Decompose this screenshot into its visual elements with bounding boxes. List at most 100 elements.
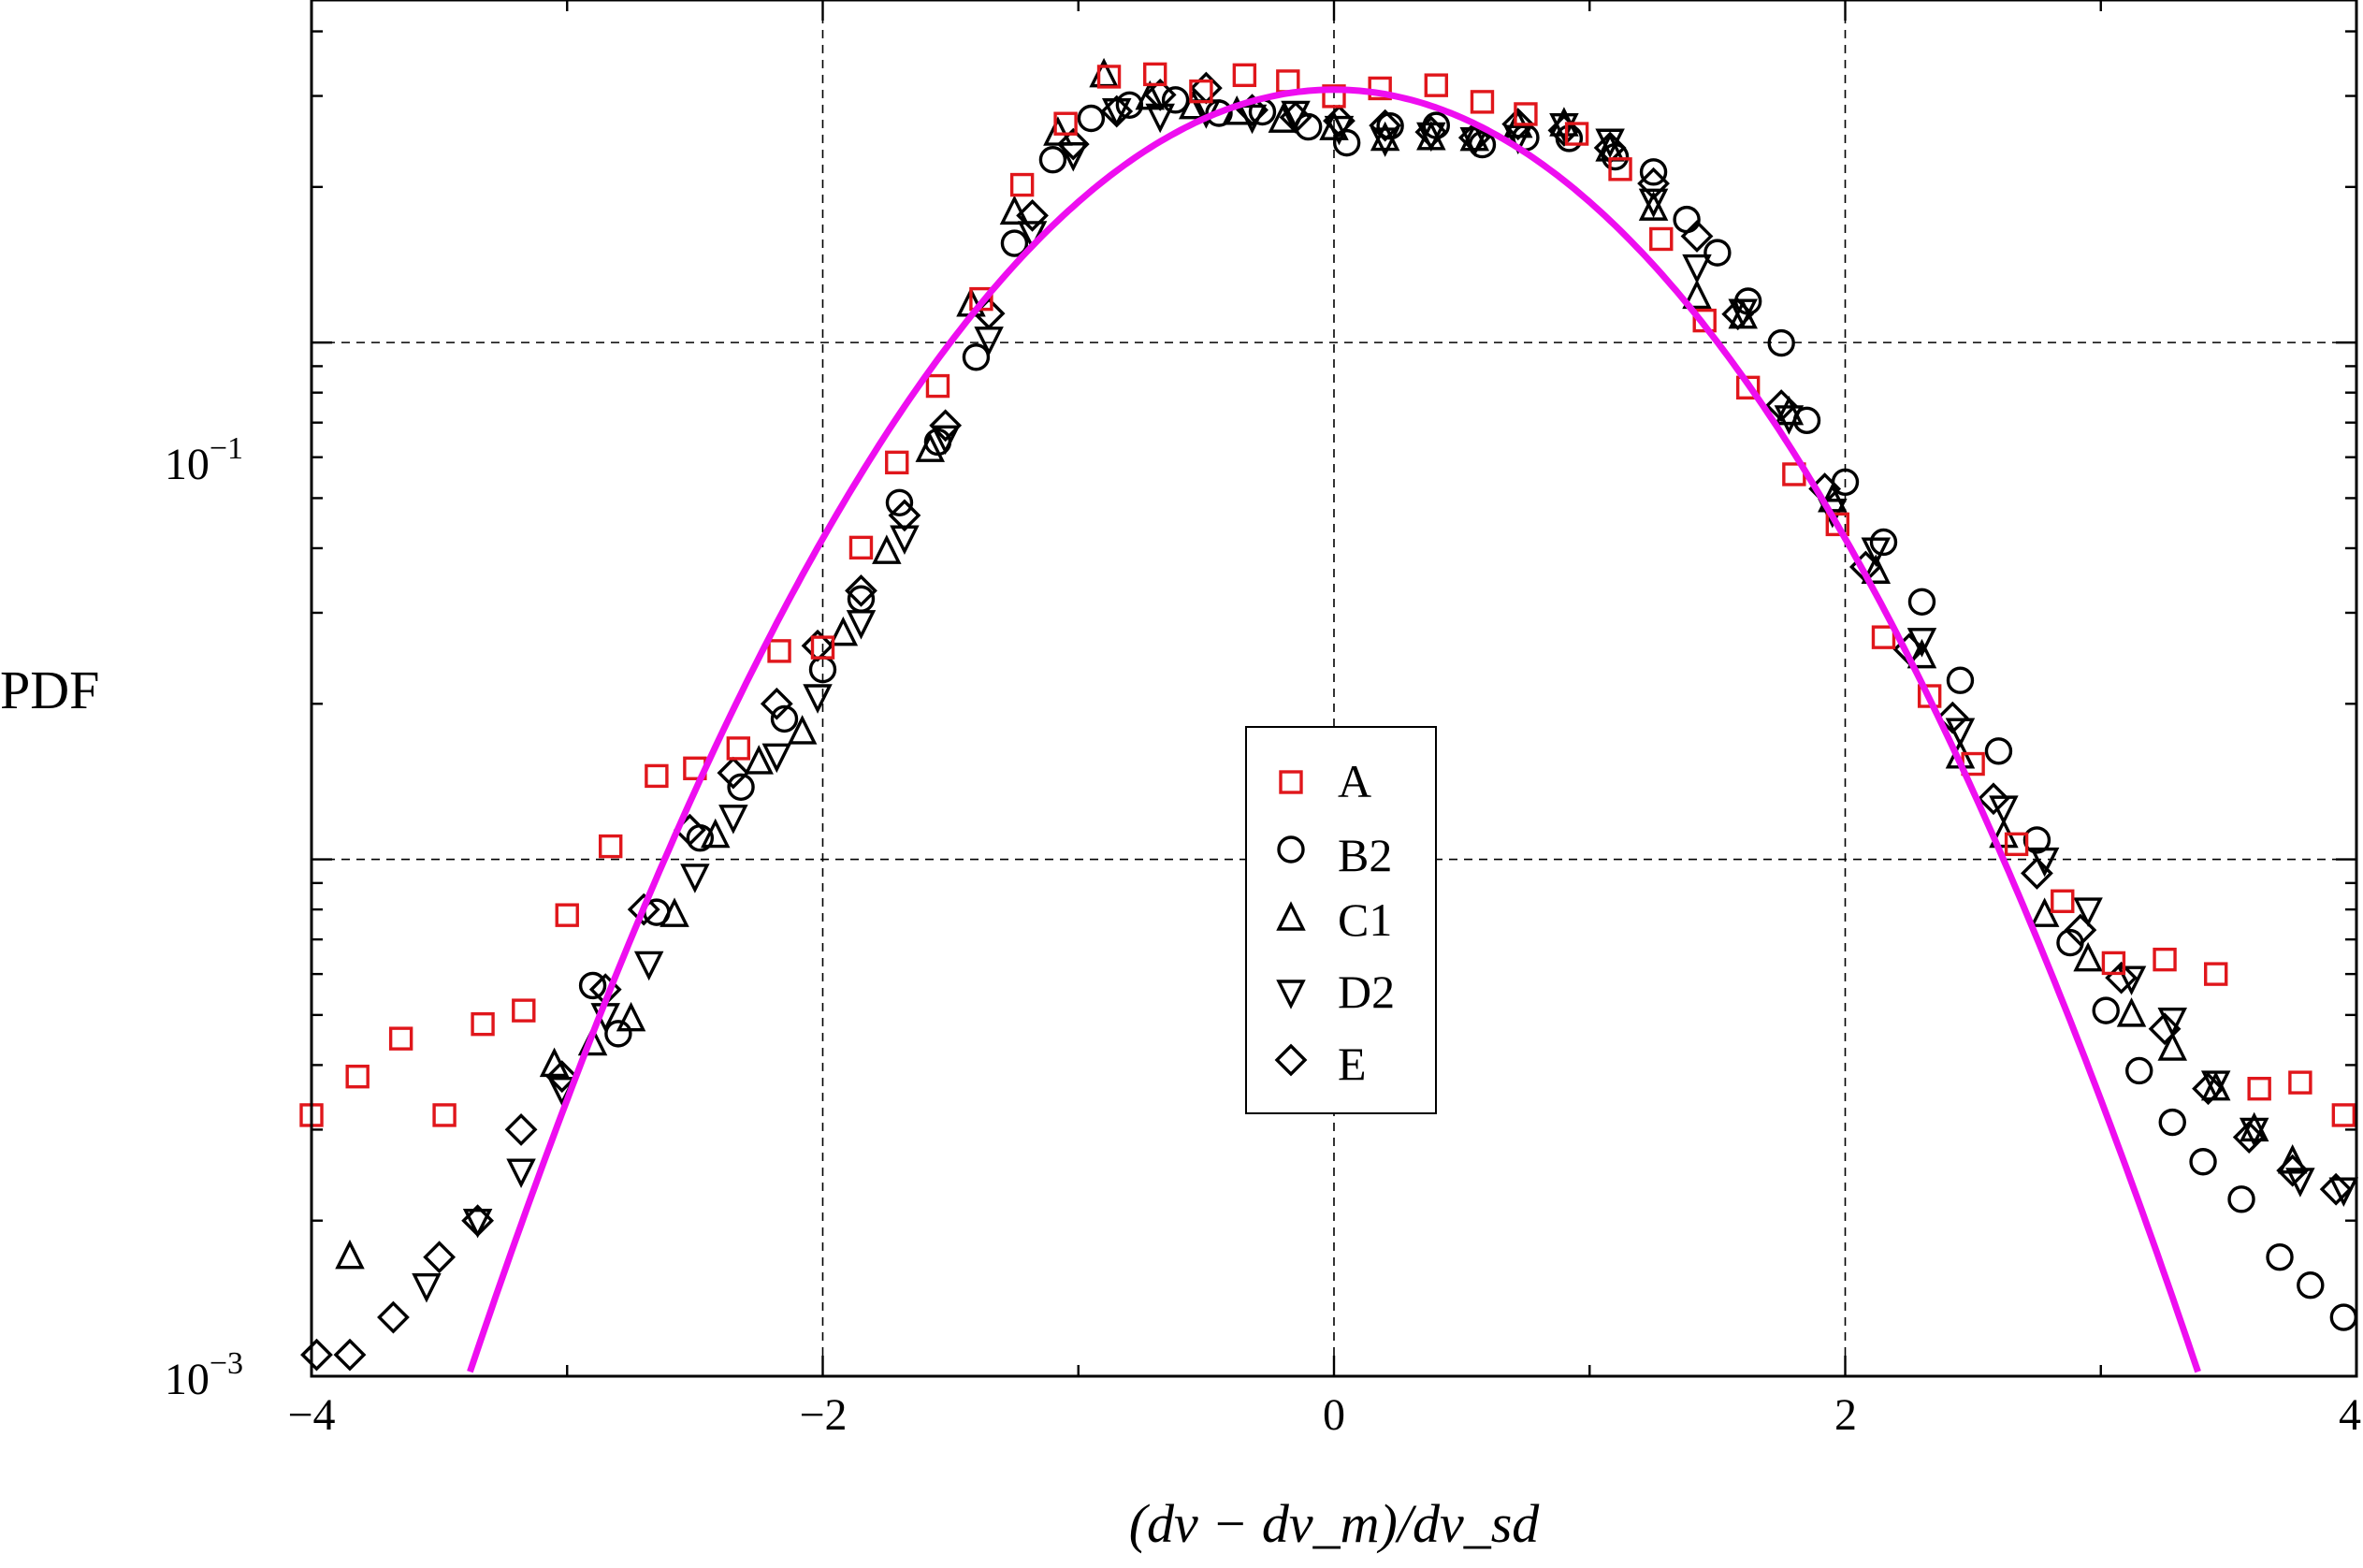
point-b2: [1673, 205, 1701, 234]
point-d2: [633, 951, 664, 981]
point-d2: [462, 1209, 493, 1239]
x-tick-label-neg4: −4: [287, 1390, 335, 1440]
point-e: [1721, 298, 1755, 331]
point-c1: [1043, 116, 1073, 146]
y-tick-label-1e-1: 10−1: [165, 431, 243, 489]
point-c1: [2239, 1111, 2269, 1142]
point-a: [848, 535, 874, 560]
point-b2: [1038, 146, 1067, 174]
point-e: [2232, 1121, 2266, 1154]
point-a: [2331, 1103, 2356, 1127]
point-b2: [1115, 91, 1144, 119]
legend-marker-b2: [1277, 835, 1305, 864]
point-e: [461, 1204, 495, 1238]
legend-label-e: E: [1338, 1038, 1367, 1090]
y-tick-exponent: −3: [210, 1346, 243, 1381]
point-b2: [727, 773, 755, 801]
point-a: [1143, 62, 1167, 87]
point-a: [726, 736, 751, 761]
point-b2: [1869, 528, 1898, 557]
point-b2: [1000, 229, 1029, 257]
point-e: [1680, 220, 1714, 253]
point-c1: [1268, 103, 1298, 133]
point-a: [810, 635, 835, 660]
point-a: [2004, 832, 2029, 857]
point-b2: [2266, 1242, 2294, 1271]
point-c1: [1682, 279, 1712, 310]
point-e: [1414, 115, 1448, 149]
point-a: [2247, 1076, 2271, 1101]
point-c1: [2116, 997, 2147, 1027]
point-a: [1470, 90, 1495, 114]
legend-label-b2: B2: [1338, 829, 1392, 881]
point-a: [1608, 157, 1632, 181]
point-a: [969, 286, 993, 312]
point-b2: [1161, 86, 1190, 114]
point-a: [1424, 73, 1449, 97]
point-b2: [2297, 1271, 2325, 1299]
point-d2: [2116, 965, 2147, 995]
point-a: [1053, 111, 1078, 136]
x-tick-label-neg2: −2: [799, 1390, 847, 1440]
point-d2: [930, 425, 961, 456]
point-a: [432, 1103, 457, 1127]
point-e: [1143, 78, 1177, 111]
legend: A B2 C1 D2 E: [1245, 726, 1437, 1114]
point-d2: [761, 743, 792, 774]
point-e: [2319, 1172, 2353, 1206]
point-c1: [1861, 554, 1892, 584]
point-d2: [2200, 1070, 2231, 1100]
point-b2: [770, 704, 799, 733]
point-e: [1016, 198, 1049, 232]
point-e: [1637, 167, 1670, 200]
point-b2: [1984, 737, 2013, 765]
point-b2: [962, 343, 991, 371]
point-d2: [803, 684, 833, 714]
point-e: [2148, 1012, 2182, 1046]
data-points: [299, 57, 2359, 1372]
point-c1: [828, 616, 859, 646]
point-e: [760, 687, 793, 720]
point-e: [504, 1113, 538, 1146]
point-c1: [660, 897, 689, 927]
point-d2: [1058, 142, 1089, 172]
x-tick-label-4: 4: [2339, 1390, 2361, 1440]
y-tick-base: 10: [165, 1355, 210, 1404]
legend-marker-c1: [1276, 901, 1306, 931]
point-a: [1735, 375, 1761, 400]
point-e: [1977, 782, 2010, 816]
point-b2: [2329, 1303, 2358, 1331]
point-b2: [1332, 128, 1361, 157]
point-a: [1649, 226, 1674, 252]
point-e: [1279, 101, 1312, 134]
point-c1: [744, 745, 774, 775]
point-e: [627, 893, 660, 926]
point-d2: [1416, 122, 1446, 152]
point-a: [1232, 63, 1257, 88]
legend-marker-e: [1274, 1043, 1308, 1077]
point-d2: [1101, 98, 1132, 128]
point-d2: [1370, 127, 1400, 157]
point-d2: [1682, 254, 1712, 284]
x-tick-label-2: 2: [1834, 1390, 1857, 1440]
point-a: [388, 1026, 413, 1051]
point-d2: [2073, 897, 2103, 927]
point-d2: [974, 327, 1004, 356]
point-a: [1514, 102, 1538, 126]
legend-label-c1: C1: [1338, 893, 1392, 946]
point-b2: [1077, 104, 1106, 133]
point-b2: [2189, 1148, 2217, 1176]
gaussian-fit-line: [467, 86, 2201, 1373]
point-e: [2064, 913, 2097, 947]
point-e: [1457, 121, 1491, 154]
point-c1: [787, 715, 818, 745]
y-tick-exponent: −1: [210, 431, 243, 466]
point-a: [1368, 76, 1392, 101]
point-a: [1189, 79, 1213, 104]
y-axis-title: PDF: [0, 660, 99, 720]
point-e: [423, 1241, 457, 1274]
point-b2: [885, 488, 914, 516]
point-b2: [578, 971, 607, 1000]
point-a: [345, 1065, 370, 1089]
